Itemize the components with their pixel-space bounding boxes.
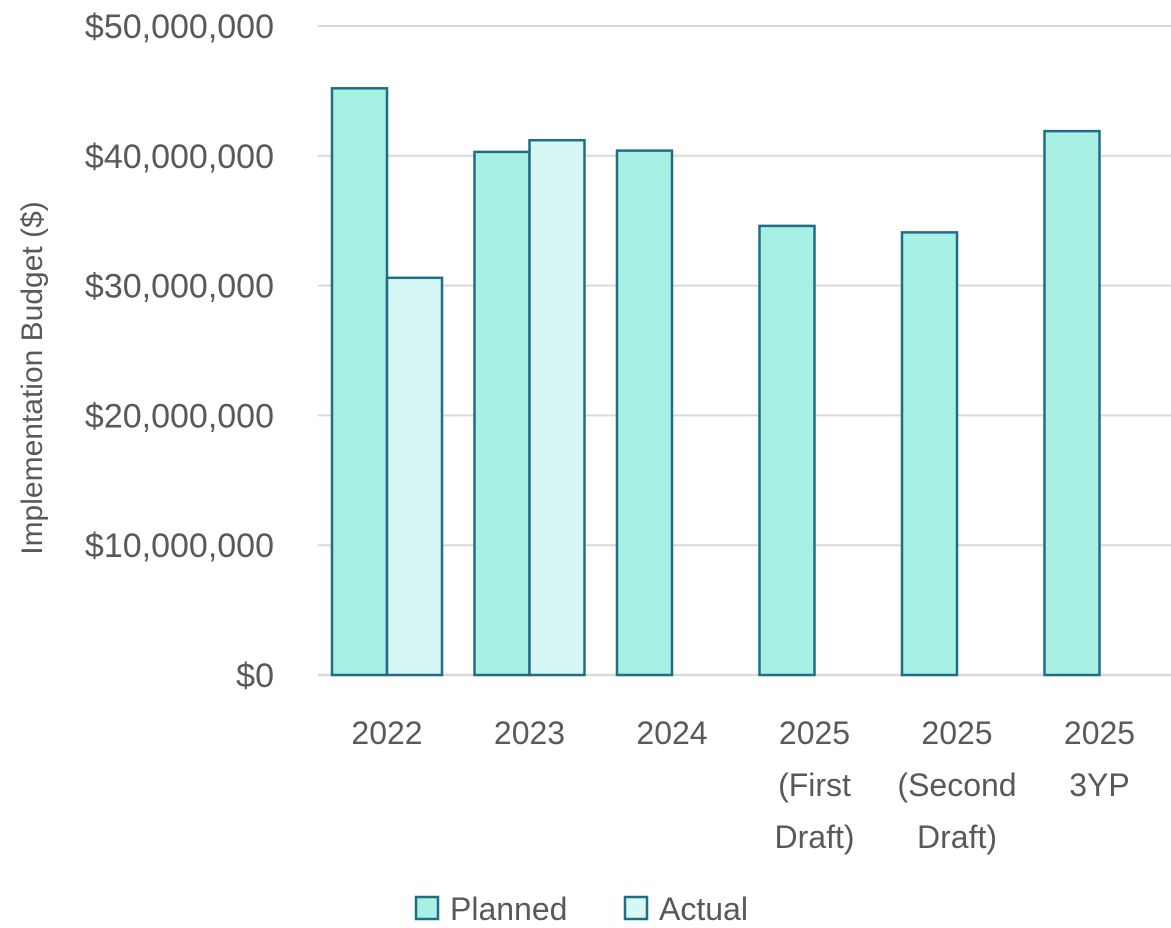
x-category-label: 2022 [351,715,422,751]
y-tick-label: $20,000,000 [85,397,274,435]
y-axis-title: Implementation Budget ($) [16,201,49,555]
x-category-label: 2025 [1064,715,1135,751]
legend-label-planned: Planned [450,891,567,927]
bar-planned-1 [473,150,531,677]
bars [330,87,1101,677]
x-category-label: 2024 [636,715,707,751]
x-category-label: Draft) [775,819,855,855]
gridlines [318,25,1171,677]
x-category-label: Draft) [917,819,997,855]
x-axis-categories: 2022 2023 2024 2025 (First Draft) 2025 (Second D… [351,715,1135,855]
x-category-label: (First [778,767,851,803]
bar-planned-0 [330,87,389,677]
bar-planned-5 [1043,129,1101,677]
bar-planned-2 [615,149,674,677]
bar-actual-0 [385,276,444,677]
y-tick-label: $10,000,000 [85,527,274,565]
x-category-label: 2025 [921,715,992,751]
legend: Planned Actual [414,891,748,927]
y-tick-label: $40,000,000 [85,138,274,176]
legend-swatch-actual [623,895,649,921]
x-category-label: (Second [897,767,1016,803]
legend-label-actual: Actual [659,891,748,927]
bar-actual-1 [528,138,586,677]
y-tick-label: $0 [236,657,274,695]
y-axis-ticks: $0 $10,000,000 $20,000,000 $30,000,000 $40,0… [85,8,274,695]
y-tick-label: $50,000,000 [85,8,274,46]
x-category-label: 3YP [1069,767,1129,803]
legend-swatch-planned [414,895,440,921]
bar-planned-3 [758,224,816,677]
x-category-label: 2023 [494,715,565,751]
x-category-label: 2025 [779,715,850,751]
y-tick-label: $30,000,000 [85,268,274,306]
bar-planned-4 [900,231,959,677]
